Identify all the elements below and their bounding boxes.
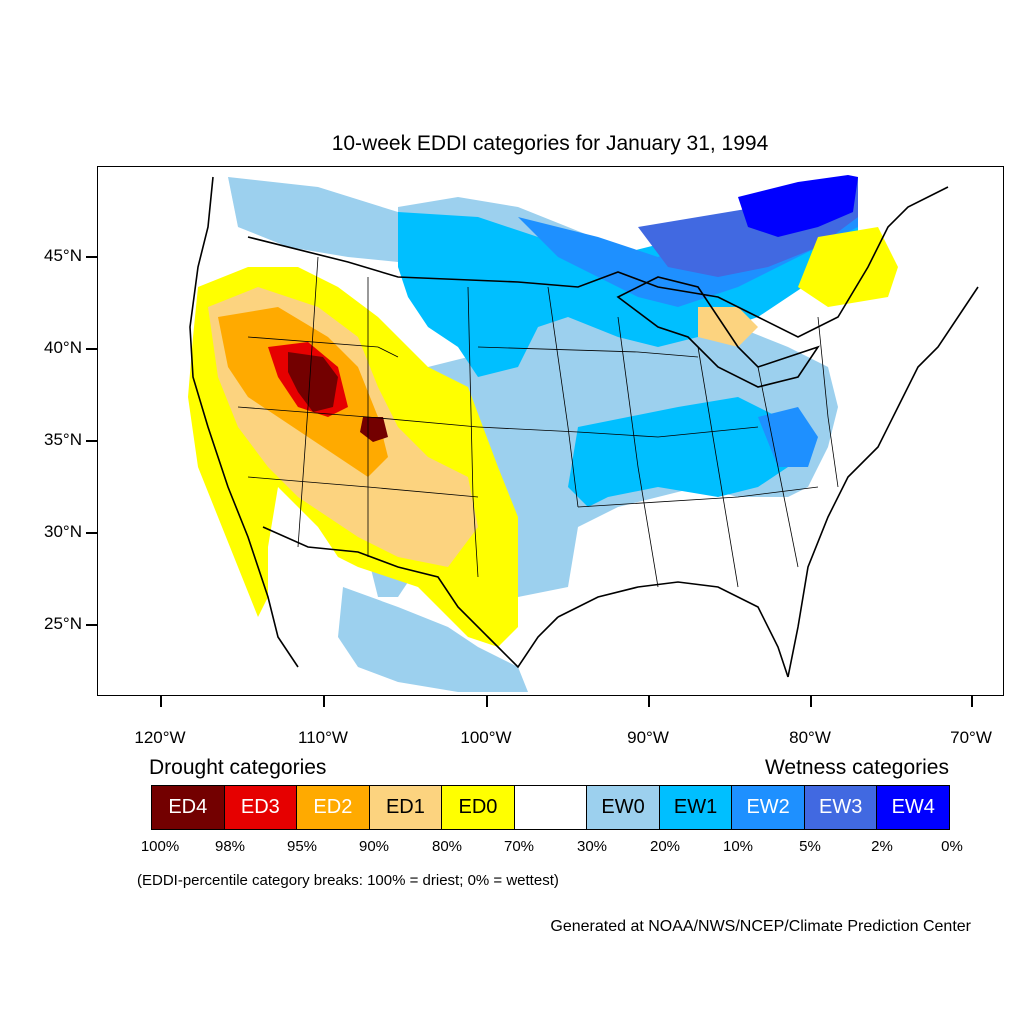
wet-region-ew1-southeast — [568, 397, 788, 507]
percent-break: 5% — [799, 838, 821, 855]
lat-label-30: 30°N — [44, 522, 82, 541]
lon-tick — [160, 696, 162, 707]
dry-region-ed4-colorado — [360, 417, 388, 442]
us-canada-border — [247, 186, 949, 338]
legend-box-ed0: ED0 — [442, 786, 515, 829]
percent-break: 0% — [941, 838, 963, 855]
wetness-categories-heading: Wetness categories — [764, 756, 949, 779]
lat-tick — [86, 348, 97, 350]
percent-break: 100% — [140, 838, 180, 855]
legend-box-ew3: EW3 — [804, 786, 878, 829]
lat-label-45: 45°N — [44, 246, 82, 265]
legend-color-bar: ED4 ED3 ED2 ED1 ED0 EW0 EW1 EW2 EW3 EW4 — [151, 785, 950, 830]
percent-break: 90% — [358, 838, 390, 855]
percent-break: 20% — [649, 838, 681, 855]
percent-break: 30% — [576, 838, 608, 855]
percent-break: 2% — [871, 838, 893, 855]
lon-label-110: 110°W — [298, 728, 348, 747]
drought-regions — [188, 227, 898, 647]
state-lines — [237, 256, 839, 588]
lat-tick — [86, 532, 97, 534]
lon-tick — [810, 696, 812, 707]
credit-line: Generated at NOAA/NWS/NCEP/Climate Predi… — [550, 918, 971, 935]
wet-region-ew4-north — [738, 175, 858, 237]
lon-label-100: 100°W — [460, 728, 512, 747]
percent-break: 95% — [286, 838, 318, 855]
us-mexico-border — [262, 526, 559, 669]
legend-box-ew4: EW4 — [877, 786, 950, 829]
legend-box-ew0: EW0 — [587, 786, 660, 829]
wet-region-ew2-virginia — [758, 407, 818, 467]
map-panel — [97, 166, 1004, 696]
legend-box-ew1: EW1 — [659, 786, 733, 829]
lat-label-35: 35°N — [44, 430, 82, 449]
great-lakes-outline — [616, 276, 820, 388]
wet-region-ew0-mexico — [338, 587, 528, 692]
legend-box-ed2: ED2 — [297, 786, 370, 829]
percent-break: 98% — [214, 838, 246, 855]
lat-tick — [86, 440, 97, 442]
legend-box-ed1: ED1 — [369, 786, 443, 829]
lon-tick — [486, 696, 488, 707]
atlantic-coast — [787, 286, 979, 678]
drought-categories-heading: Drought categories — [149, 756, 327, 779]
map-title: 10-week EDDI categories for January 31, … — [331, 132, 769, 155]
dry-region-ed0-northeast — [798, 227, 898, 307]
us-west-coast — [189, 176, 299, 668]
legend-box-ew2: EW2 — [732, 786, 805, 829]
wet-region-ew0-northwest — [228, 177, 398, 262]
lat-label-25: 25°N — [44, 614, 82, 633]
percent-break: 80% — [431, 838, 463, 855]
lon-label-90: 90°W — [627, 728, 669, 747]
dry-region-ed1-michigan — [698, 307, 758, 347]
lon-label-120: 120°W — [134, 728, 186, 747]
eddi-map — [188, 175, 979, 692]
legend-box-ed4: ED4 — [152, 786, 225, 829]
category-breaks-footnote: (EDDI-percentile category breaks: 100% =… — [137, 872, 559, 889]
lon-label-70: 70°W — [950, 728, 992, 747]
percent-break: 70% — [503, 838, 535, 855]
lon-tick — [971, 696, 973, 707]
gulf-coast — [557, 581, 789, 678]
percent-break: 10% — [722, 838, 754, 855]
boundary-lines — [189, 176, 979, 678]
lon-label-80: 80°W — [789, 728, 831, 747]
lat-tick — [86, 256, 97, 258]
lon-tick — [648, 696, 650, 707]
dry-region-ed4-west — [288, 352, 338, 412]
lon-tick — [323, 696, 325, 707]
legend-box-ed3: ED3 — [224, 786, 298, 829]
lat-label-40: 40°N — [44, 338, 82, 357]
lat-tick — [86, 624, 97, 626]
legend-box-neutral — [514, 786, 588, 829]
